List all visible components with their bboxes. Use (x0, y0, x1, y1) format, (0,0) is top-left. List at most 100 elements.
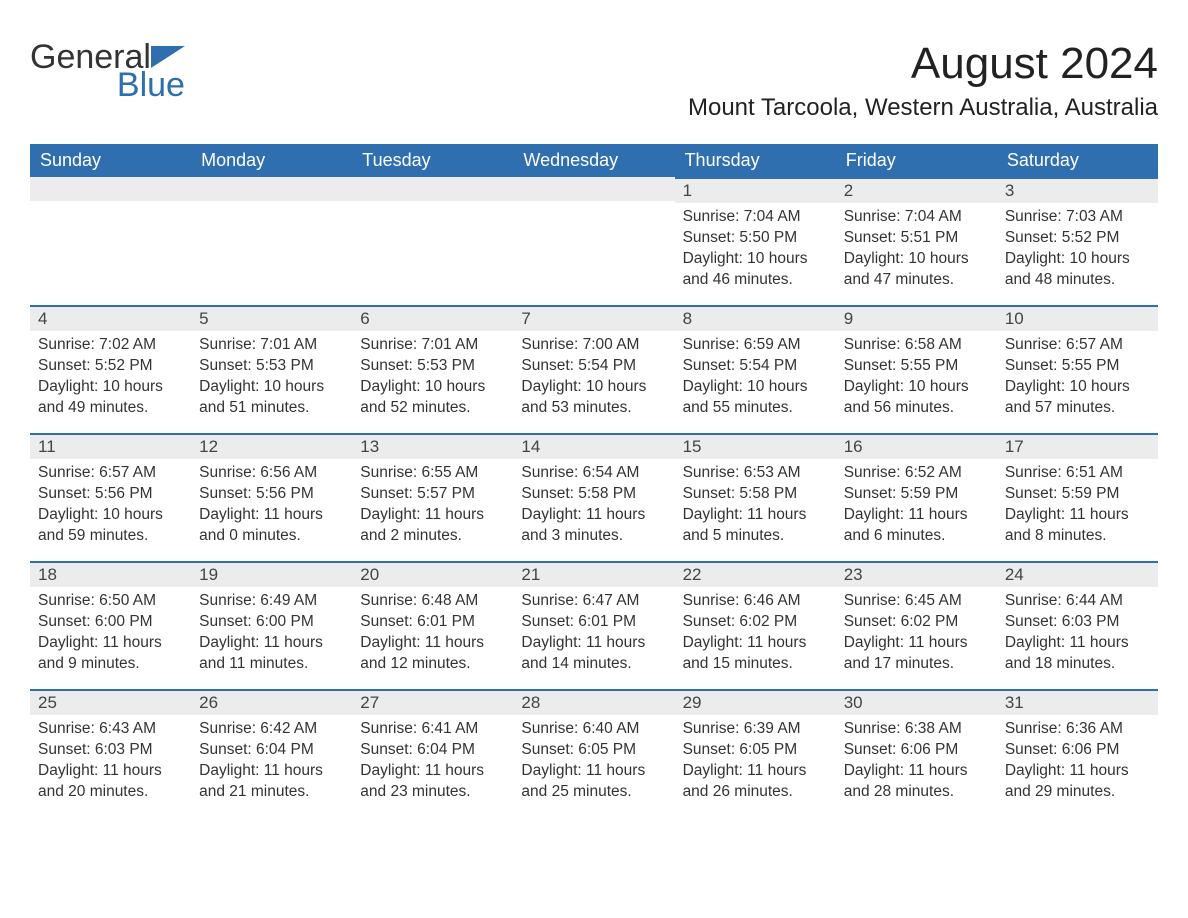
day-number: 21 (513, 561, 674, 587)
daylight-text: Daylight: 11 hours and 28 minutes. (844, 761, 989, 803)
day-number: 14 (513, 433, 674, 459)
calendar-day-cell: 21Sunrise: 6:47 AMSunset: 6:01 PMDayligh… (513, 561, 674, 689)
day-number: 30 (836, 689, 997, 715)
day-details: Sunrise: 6:51 AMSunset: 5:59 PMDaylight:… (997, 459, 1158, 555)
day-number: 22 (675, 561, 836, 587)
sunset-text: Sunset: 5:52 PM (1005, 228, 1150, 249)
daylight-text: Daylight: 11 hours and 5 minutes. (683, 505, 828, 547)
day-details: Sunrise: 6:57 AMSunset: 5:56 PMDaylight:… (30, 459, 191, 555)
weekday-header: Friday (836, 144, 997, 177)
sunset-text: Sunset: 5:53 PM (360, 356, 505, 377)
day-details: Sunrise: 6:38 AMSunset: 6:06 PMDaylight:… (836, 715, 997, 811)
calendar-day-cell (513, 177, 674, 305)
sunrise-text: Sunrise: 6:59 AM (683, 335, 828, 356)
sunrise-text: Sunrise: 7:03 AM (1005, 207, 1150, 228)
sunset-text: Sunset: 6:02 PM (844, 612, 989, 633)
calendar-day-cell: 3Sunrise: 7:03 AMSunset: 5:52 PMDaylight… (997, 177, 1158, 305)
calendar-day-cell: 11Sunrise: 6:57 AMSunset: 5:56 PMDayligh… (30, 433, 191, 561)
sunset-text: Sunset: 5:58 PM (521, 484, 666, 505)
sunset-text: Sunset: 5:52 PM (38, 356, 183, 377)
weekday-header: Monday (191, 144, 352, 177)
sunset-text: Sunset: 6:00 PM (199, 612, 344, 633)
empty-day-header (30, 177, 191, 201)
calendar-day-cell: 28Sunrise: 6:40 AMSunset: 6:05 PMDayligh… (513, 689, 674, 817)
sunset-text: Sunset: 5:58 PM (683, 484, 828, 505)
empty-day-header (191, 177, 352, 201)
calendar-day-cell: 16Sunrise: 6:52 AMSunset: 5:59 PMDayligh… (836, 433, 997, 561)
day-number: 29 (675, 689, 836, 715)
calendar-day-cell: 5Sunrise: 7:01 AMSunset: 5:53 PMDaylight… (191, 305, 352, 433)
daylight-text: Daylight: 11 hours and 8 minutes. (1005, 505, 1150, 547)
sunrise-text: Sunrise: 6:54 AM (521, 463, 666, 484)
calendar-day-cell: 31Sunrise: 6:36 AMSunset: 6:06 PMDayligh… (997, 689, 1158, 817)
calendar-day-cell: 19Sunrise: 6:49 AMSunset: 6:00 PMDayligh… (191, 561, 352, 689)
day-details: Sunrise: 7:01 AMSunset: 5:53 PMDaylight:… (191, 331, 352, 427)
sunset-text: Sunset: 5:59 PM (844, 484, 989, 505)
weekday-header: Tuesday (352, 144, 513, 177)
day-details: Sunrise: 6:57 AMSunset: 5:55 PMDaylight:… (997, 331, 1158, 427)
calendar-day-cell: 7Sunrise: 7:00 AMSunset: 5:54 PMDaylight… (513, 305, 674, 433)
sunset-text: Sunset: 6:05 PM (683, 740, 828, 761)
calendar-day-cell (352, 177, 513, 305)
calendar-week-row: 1Sunrise: 7:04 AMSunset: 5:50 PMDaylight… (30, 177, 1158, 305)
calendar-day-cell: 23Sunrise: 6:45 AMSunset: 6:02 PMDayligh… (836, 561, 997, 689)
daylight-text: Daylight: 11 hours and 6 minutes. (844, 505, 989, 547)
calendar-day-cell (191, 177, 352, 305)
calendar-day-cell: 13Sunrise: 6:55 AMSunset: 5:57 PMDayligh… (352, 433, 513, 561)
day-number: 20 (352, 561, 513, 587)
day-details: Sunrise: 7:04 AMSunset: 5:50 PMDaylight:… (675, 203, 836, 299)
empty-day-header (513, 177, 674, 201)
daylight-text: Daylight: 11 hours and 29 minutes. (1005, 761, 1150, 803)
calendar-day-cell: 24Sunrise: 6:44 AMSunset: 6:03 PMDayligh… (997, 561, 1158, 689)
calendar-week-row: 18Sunrise: 6:50 AMSunset: 6:00 PMDayligh… (30, 561, 1158, 689)
daylight-text: Daylight: 10 hours and 53 minutes. (521, 377, 666, 419)
calendar-day-cell: 17Sunrise: 6:51 AMSunset: 5:59 PMDayligh… (997, 433, 1158, 561)
calendar-day-cell: 10Sunrise: 6:57 AMSunset: 5:55 PMDayligh… (997, 305, 1158, 433)
sunset-text: Sunset: 6:02 PM (683, 612, 828, 633)
header: General Blue August 2024 Mount Tarcoola,… (30, 40, 1158, 136)
calendar-day-cell (30, 177, 191, 305)
daylight-text: Daylight: 10 hours and 57 minutes. (1005, 377, 1150, 419)
day-number: 11 (30, 433, 191, 459)
daylight-text: Daylight: 10 hours and 55 minutes. (683, 377, 828, 419)
sunset-text: Sunset: 6:05 PM (521, 740, 666, 761)
daylight-text: Daylight: 11 hours and 15 minutes. (683, 633, 828, 675)
daylight-text: Daylight: 11 hours and 12 minutes. (360, 633, 505, 675)
daylight-text: Daylight: 11 hours and 17 minutes. (844, 633, 989, 675)
weekday-header: Thursday (675, 144, 836, 177)
daylight-text: Daylight: 10 hours and 49 minutes. (38, 377, 183, 419)
sunset-text: Sunset: 5:51 PM (844, 228, 989, 249)
daylight-text: Daylight: 11 hours and 14 minutes. (521, 633, 666, 675)
sunrise-text: Sunrise: 6:36 AM (1005, 719, 1150, 740)
page-title: August 2024 (688, 40, 1158, 88)
sunrise-text: Sunrise: 6:55 AM (360, 463, 505, 484)
daylight-text: Daylight: 10 hours and 48 minutes. (1005, 249, 1150, 291)
day-details: Sunrise: 6:52 AMSunset: 5:59 PMDaylight:… (836, 459, 997, 555)
day-number: 1 (675, 177, 836, 203)
calendar-body: 1Sunrise: 7:04 AMSunset: 5:50 PMDaylight… (30, 177, 1158, 817)
daylight-text: Daylight: 11 hours and 23 minutes. (360, 761, 505, 803)
sunset-text: Sunset: 6:03 PM (38, 740, 183, 761)
daylight-text: Daylight: 11 hours and 11 minutes. (199, 633, 344, 675)
day-number: 16 (836, 433, 997, 459)
logo: General Blue (30, 40, 185, 102)
calendar-day-cell: 22Sunrise: 6:46 AMSunset: 6:02 PMDayligh… (675, 561, 836, 689)
day-number: 7 (513, 305, 674, 331)
day-details: Sunrise: 6:49 AMSunset: 6:00 PMDaylight:… (191, 587, 352, 683)
sunrise-text: Sunrise: 6:39 AM (683, 719, 828, 740)
daylight-text: Daylight: 11 hours and 9 minutes. (38, 633, 183, 675)
daylight-text: Daylight: 10 hours and 52 minutes. (360, 377, 505, 419)
logo-text-blue: Blue (117, 66, 185, 104)
sunset-text: Sunset: 6:03 PM (1005, 612, 1150, 633)
sunset-text: Sunset: 6:01 PM (360, 612, 505, 633)
daylight-text: Daylight: 10 hours and 46 minutes. (683, 249, 828, 291)
sunrise-text: Sunrise: 6:47 AM (521, 591, 666, 612)
sunrise-text: Sunrise: 7:04 AM (683, 207, 828, 228)
sunrise-text: Sunrise: 6:42 AM (199, 719, 344, 740)
daylight-text: Daylight: 11 hours and 18 minutes. (1005, 633, 1150, 675)
day-number: 31 (997, 689, 1158, 715)
day-number: 26 (191, 689, 352, 715)
sunrise-text: Sunrise: 6:58 AM (844, 335, 989, 356)
weekday-header-row: SundayMondayTuesdayWednesdayThursdayFrid… (30, 144, 1158, 177)
day-details: Sunrise: 6:47 AMSunset: 6:01 PMDaylight:… (513, 587, 674, 683)
